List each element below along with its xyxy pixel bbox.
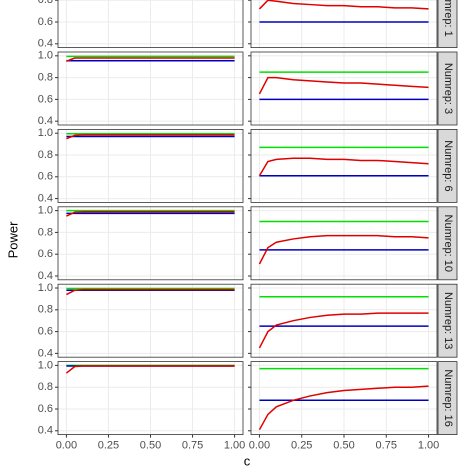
panel (251, 0, 437, 48)
y-tick-label: 0.6 (38, 171, 53, 183)
y-tick-label: 0.4 (38, 115, 53, 127)
strip (437, 361, 458, 436)
x-tick-label: 1.00 (418, 440, 439, 452)
y-tick-label: 0.6 (38, 403, 53, 415)
strip-text: Numrep: 3 (442, 63, 454, 114)
strip-text: Numrep: 16 (442, 369, 454, 426)
strip-text: Numrep: 1 (442, 0, 454, 37)
panel-border (57, 206, 244, 281)
y-tick-label: 0.4 (38, 347, 53, 359)
x-tick-label: 0.00 (56, 440, 77, 452)
x-tick-label: 0.25 (98, 440, 119, 452)
x-axis-title: c (244, 453, 251, 468)
y-tick-label: 0.4 (38, 38, 53, 50)
panel (58, 361, 243, 435)
panel (251, 129, 437, 203)
panel-border (250, 283, 438, 358)
series-line (258, 76, 429, 95)
series-line (66, 57, 235, 62)
y-tick-label: 0.8 (38, 381, 53, 393)
x-tick-label: 0.50 (333, 440, 354, 452)
x-tick-label: 0.00 (249, 440, 270, 452)
strip-text: Numrep: 13 (442, 292, 454, 349)
panel-border (57, 0, 244, 49)
panel-border (250, 128, 438, 203)
panel (58, 284, 243, 358)
y-tick-label: 0.8 (38, 304, 53, 316)
series-line (66, 134, 235, 140)
strip-text: Numrep: 10 (442, 215, 454, 272)
panel (251, 206, 437, 280)
y-tick-label: 0.8 (38, 149, 53, 161)
panel-border (250, 206, 438, 281)
y-axis-title: Power (5, 221, 20, 259)
series-line (258, 0, 429, 10)
y-tick-label: 1.0 (38, 50, 53, 62)
x-tick-label: 0.25 (291, 440, 312, 452)
panel-border (250, 51, 438, 126)
y-tick-label: 0.6 (38, 248, 53, 260)
strip (437, 206, 458, 281)
strip (437, 283, 458, 358)
series-line (258, 234, 429, 265)
panel (58, 52, 243, 125)
y-tick-label: 0.8 (38, 0, 53, 6)
y-tick-label: 0.4 (38, 425, 53, 437)
y-tick-label: 0.6 (38, 93, 53, 105)
y-tick-label: 0.4 (38, 192, 53, 204)
series-line (258, 385, 429, 431)
panel (251, 361, 437, 435)
panel-border (57, 361, 244, 436)
y-tick-label: 0.8 (38, 72, 53, 84)
strip (437, 128, 458, 203)
series-line (258, 157, 429, 177)
series-line (258, 312, 429, 349)
panel (58, 129, 243, 203)
panel-border (57, 283, 244, 358)
series-line (66, 210, 235, 217)
panel-border (57, 128, 244, 203)
y-tick-label: 1.0 (38, 282, 53, 294)
panel (251, 284, 437, 358)
y-tick-label: 0.8 (38, 226, 53, 238)
x-tick-label: 0.50 (140, 440, 161, 452)
strip-text: Numrep: 6 (442, 140, 454, 191)
panel (58, 206, 243, 280)
series-line (65, 365, 235, 374)
strip (437, 0, 458, 49)
x-tick-label: 1.00 (224, 440, 245, 452)
y-tick-label: 0.6 (38, 16, 53, 28)
y-tick-label: 0.4 (38, 270, 53, 282)
y-tick-label: 0.6 (38, 326, 53, 338)
x-tick-label: 0.75 (376, 440, 397, 452)
x-tick-label: 0.75 (182, 440, 203, 452)
series-line (66, 288, 235, 296)
y-tick-label: 1.0 (38, 359, 53, 371)
panel-border (250, 0, 438, 49)
panel (58, 0, 243, 48)
panel (251, 52, 437, 125)
y-tick-label: 1.0 (38, 127, 53, 139)
panel-border (250, 361, 438, 436)
y-tick-label: 1.0 (38, 205, 53, 217)
panel-border (57, 51, 244, 126)
strip (437, 51, 458, 126)
